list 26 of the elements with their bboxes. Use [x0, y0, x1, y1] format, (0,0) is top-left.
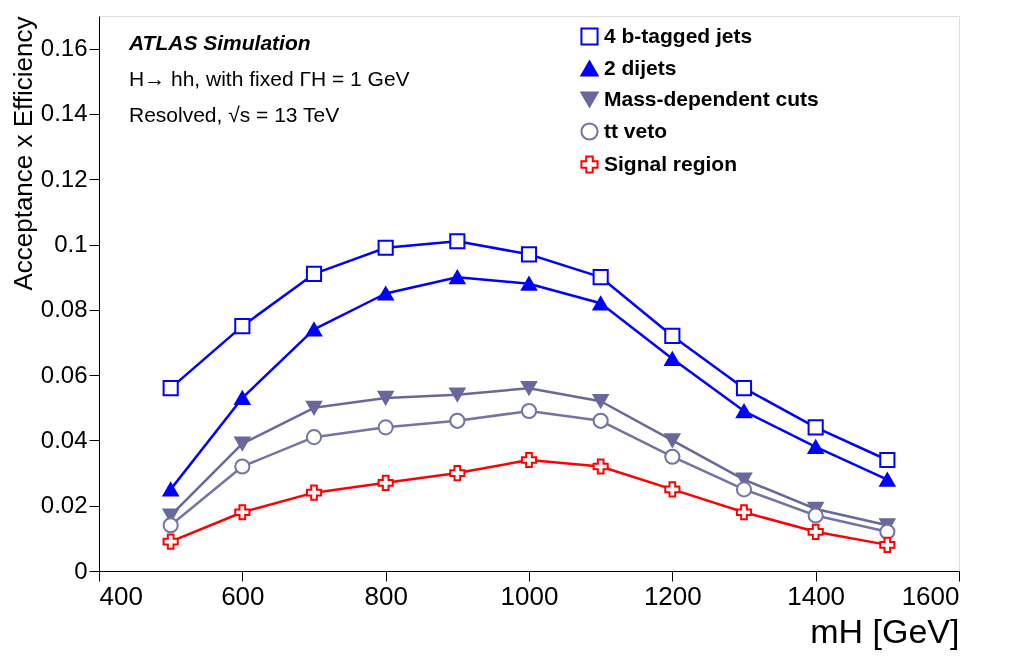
- annotation: H→ hh, with fixed ΓH = 1 GeV: [129, 67, 410, 90]
- y-tick-label: 0.04: [40, 425, 88, 453]
- x-axis-title: mH [GeV]: [810, 611, 960, 650]
- x-tick-label: 1400: [787, 580, 846, 611]
- annotation: Resolved, √s = 13 TeV: [129, 103, 340, 126]
- legend-label: 2 dijets: [604, 55, 677, 79]
- x-tick-label: 1600: [901, 580, 960, 611]
- y-tick-label: 0.12: [40, 164, 88, 192]
- x-tick-label: 800: [364, 580, 408, 611]
- y-tick-label: 0.14: [40, 99, 88, 127]
- x-tick-label: 400: [99, 580, 143, 611]
- x-tick-label: 1200: [643, 580, 702, 611]
- y-tick-label: 0.02: [40, 491, 88, 519]
- annotation: ATLAS Simulation: [128, 31, 311, 54]
- y-tick-label: 0.16: [40, 34, 88, 62]
- legend-label: tt veto: [604, 118, 667, 142]
- y-tick-label: 0.06: [40, 360, 88, 388]
- x-tick-label: 1000: [500, 580, 559, 611]
- legend-label: Mass-dependent cuts: [604, 86, 819, 110]
- x-tick-label: 600: [221, 580, 265, 611]
- y-tick-label: 0.1: [54, 230, 88, 258]
- legend-label: Signal region: [604, 151, 738, 175]
- y-tick-label: 0: [74, 556, 88, 584]
- y-tick-label: 0.08: [40, 295, 88, 323]
- y-axis-title: Acceptance x Efficiency: [7, 16, 38, 291]
- legend-label: 4 b-tagged jets: [604, 23, 753, 47]
